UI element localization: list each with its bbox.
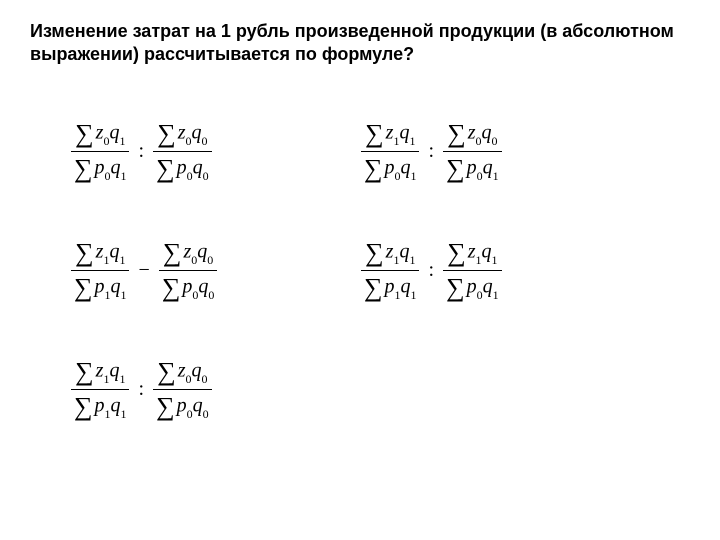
question-title: Изменение затрат на 1 рубль произведенно… [30, 20, 690, 67]
numerator: ∑z0q0 [153, 117, 211, 152]
denominator: ∑p0q0 [152, 152, 213, 186]
denominator: ∑p1q1 [70, 271, 131, 305]
fraction-left: ∑z1q1 ∑p0q1 [360, 117, 421, 186]
empty-cell [360, 355, 620, 424]
numerator: ∑z0q1 [71, 117, 129, 152]
fraction-left: ∑z1q1 ∑p1q1 [70, 355, 131, 424]
fraction-right: ∑z0q0 ∑p0q1 [442, 117, 503, 186]
fraction-right: ∑z0q0 ∑p0q0 [152, 355, 213, 424]
denominator: ∑p0q1 [442, 152, 503, 186]
fraction-left: ∑z1q1 ∑p1q1 [360, 236, 421, 305]
formula-option-1: ∑z0q1 ∑p0q1 : ∑z0q0 ∑p0q0 [70, 117, 330, 186]
operator: : [429, 259, 435, 282]
formula-option-5: ∑z1q1 ∑p1q1 : ∑z0q0 ∑p0q0 [70, 355, 330, 424]
fraction-right: ∑z0q0 ∑p0q0 [152, 117, 213, 186]
fraction-left: ∑z1q1 ∑p1q1 [70, 236, 131, 305]
operator: : [139, 140, 145, 163]
denominator: ∑p1q1 [360, 271, 421, 305]
denominator: ∑p0q1 [360, 152, 421, 186]
formula-grid: ∑z0q1 ∑p0q1 : ∑z0q0 ∑p0q0 ∑z1q1 ∑p0q1 : … [70, 117, 690, 424]
operator: − [139, 259, 150, 282]
fraction-right: ∑z0q0 ∑p0q0 [158, 236, 219, 305]
numerator: ∑z0q0 [443, 117, 501, 152]
denominator: ∑p1q1 [70, 390, 131, 424]
numerator: ∑z1q1 [443, 236, 501, 271]
formula-option-2: ∑z1q1 ∑p0q1 : ∑z0q0 ∑p0q1 [360, 117, 620, 186]
numerator: ∑z0q0 [159, 236, 217, 271]
denominator: ∑p0q0 [158, 271, 219, 305]
numerator: ∑z1q1 [71, 236, 129, 271]
fraction-left: ∑z0q1 ∑p0q1 [70, 117, 131, 186]
numerator: ∑z1q1 [361, 236, 419, 271]
formula-option-3: ∑z1q1 ∑p1q1 − ∑z0q0 ∑p0q0 [70, 236, 330, 305]
numerator: ∑z0q0 [153, 355, 211, 390]
operator: : [139, 378, 145, 401]
formula-option-4: ∑z1q1 ∑p1q1 : ∑z1q1 ∑p0q1 [360, 236, 620, 305]
denominator: ∑p0q1 [70, 152, 131, 186]
fraction-right: ∑z1q1 ∑p0q1 [442, 236, 503, 305]
numerator: ∑z1q1 [361, 117, 419, 152]
denominator: ∑p0q1 [442, 271, 503, 305]
operator: : [429, 140, 435, 163]
denominator: ∑p0q0 [152, 390, 213, 424]
numerator: ∑z1q1 [71, 355, 129, 390]
